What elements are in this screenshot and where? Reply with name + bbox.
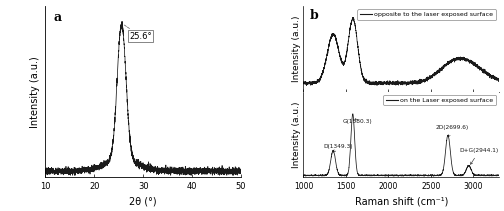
Text: D(1349.3): D(1349.3) [323, 144, 353, 152]
X-axis label: Raman shift (cm⁻¹): Raman shift (cm⁻¹) [354, 197, 448, 207]
Text: b: b [309, 9, 318, 22]
Text: 25.6°: 25.6° [124, 25, 152, 41]
Legend: on the Laser exposed surface: on the Laser exposed surface [384, 95, 496, 105]
Legend: opposite to the laser exposed surface: opposite to the laser exposed surface [357, 9, 496, 20]
Text: G(1580.3): G(1580.3) [343, 119, 372, 123]
Text: a: a [53, 11, 61, 24]
X-axis label: 2θ (°): 2θ (°) [130, 197, 157, 207]
Y-axis label: Intensity (a.u.): Intensity (a.u.) [292, 16, 301, 82]
Y-axis label: Intensity (a.u.): Intensity (a.u.) [292, 101, 301, 168]
Text: D+G(2944.1): D+G(2944.1) [460, 148, 499, 164]
Y-axis label: Intensity (a.u.): Intensity (a.u.) [30, 56, 40, 128]
Text: 2D(2699.6): 2D(2699.6) [436, 126, 469, 137]
